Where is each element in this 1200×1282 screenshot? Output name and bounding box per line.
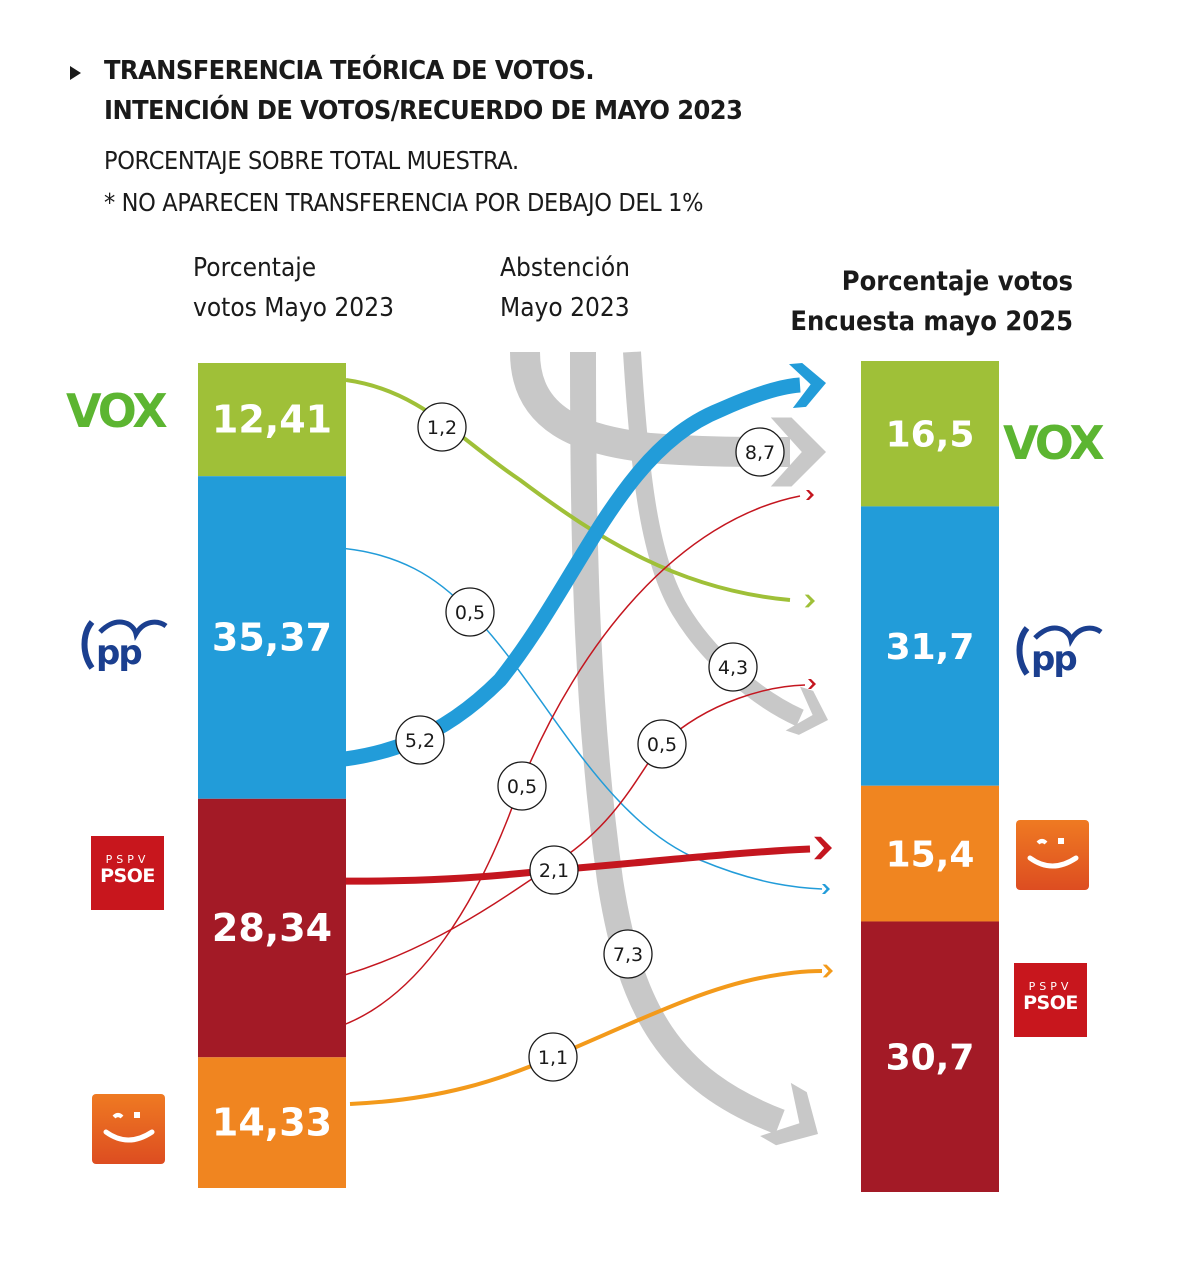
flow-abstencion-to-psoe-badge-label: 7,3 <box>613 944 643 966</box>
flow-abstencion-to-vox-badge-label: 8,7 <box>745 442 775 464</box>
pp-logo-right: pp <box>1013 618 1103 679</box>
flow-vox-to-pp <box>345 378 791 602</box>
abstention-label-line-1: Abstención <box>500 253 630 283</box>
svg-text:pp: pp <box>96 633 141 672</box>
flow-abstencion-to-psoe-badge-circle <box>603 929 653 979</box>
left-bar-compromis <box>198 1057 346 1188</box>
left-bar-vox <box>198 363 346 477</box>
svg-text:pp: pp <box>1031 639 1076 678</box>
vox-logo-left: VOX <box>66 388 168 434</box>
right-column-label-line-1: Porcentaje votos <box>841 266 1073 297</box>
abstention-column-label: Abstención Mayo 2023 <box>500 248 630 328</box>
chart-title-line-1: TRANSFERENCIA TEÓRICA DE VOTOS. <box>104 56 595 86</box>
flow-psoe-to-pp-badge-label: 0,5 <box>647 734 677 756</box>
right-bar-vox <box>861 361 999 507</box>
flow-abstencion-to-psoe-arrowhead <box>760 1082 818 1146</box>
psoe-logo-pspv: PSPV <box>1028 980 1073 993</box>
right-bar-value-compromis: 15,4 <box>886 835 975 876</box>
flow-vox-to-pp-badge-label: 1,2 <box>427 417 457 439</box>
flow-vox-to-pp-badge-circle <box>417 402 467 452</box>
compromis-logo-left <box>92 1094 165 1164</box>
flow-abstencion-to-pp-badge-circle <box>708 642 758 692</box>
flow-psoe-to-compromis-arrowhead <box>814 836 832 860</box>
flow-compromis-to-psoe-badge-circle <box>528 1032 578 1082</box>
flow-compromis-to-psoe <box>349 969 823 1106</box>
abstention-label-line-2: Mayo 2023 <box>500 293 630 323</box>
left-column-label: Porcentaje votos Mayo 2023 <box>193 248 394 328</box>
psoe-logo-psoe: PSOE <box>100 865 155 887</box>
flow-pp-to-vox-badge-label: 5,2 <box>405 730 435 752</box>
right-bar-value-pp: 31,7 <box>886 627 975 668</box>
flow-pp-to-compromis <box>324 546 823 890</box>
flow-abstencion-to-psoe <box>570 351 785 1135</box>
right-column-label-line-2: Encuesta mayo 2025 <box>790 306 1073 337</box>
flow-vox-to-pp-arrowhead <box>804 594 815 608</box>
title-bullet-icon <box>70 66 81 80</box>
chart-subtitle-line-2: * NO APARECEN TRANSFERENCIA POR DEBAJO D… <box>104 188 704 217</box>
vox-logo-right: VOX <box>1003 420 1105 466</box>
psoe-logo-left: PSPV PSOE <box>91 836 164 910</box>
flow-value-badges: 1,2 5,2 0,5 0,5 0,5 2,1 1,1 8,7 4,3 7,3 <box>395 402 785 1082</box>
flow-psoe-to-vox-badge-circle <box>497 761 547 811</box>
psoe-logo-pspv: PSPV <box>105 853 150 866</box>
flow-pp-to-compromis-badge-circle <box>445 587 495 637</box>
flow-pp-to-vox-arrowhead <box>789 363 826 408</box>
left-column-label-line-2: votos Mayo 2023 <box>193 293 394 323</box>
chart-title-line-2: INTENCIÓN DE VOTOS/RECUERDO DE MAYO 2023 <box>104 96 743 126</box>
left-bar-value-compromis: 14,33 <box>212 1101 332 1145</box>
flow-psoe-to-vox-arrowhead <box>806 490 814 500</box>
right-column-label: Porcentaje votos Encuesta mayo 2025 <box>790 262 1073 342</box>
left-bar-pp <box>198 476 346 799</box>
left-bar-value-pp: 35,37 <box>212 615 332 659</box>
flow-abstencion-to-pp <box>623 351 804 727</box>
bars: 12,41 35,37 28,34 14,33 16,5 31,7 15,4 30,7 <box>198 361 999 1192</box>
flow-compromis-to-psoe-badge-label: 1,1 <box>538 1047 568 1069</box>
flow-abstencion-to-vox-badge-circle <box>735 427 785 477</box>
chart-subtitle-line-1: PORCENTAJE SOBRE TOTAL MUESTRA. <box>104 146 519 175</box>
flow-psoe-to-vox-badge-label: 0,5 <box>507 776 537 798</box>
right-bar-pp <box>861 506 999 786</box>
compromis-smiley-icon <box>1027 838 1079 869</box>
compromis-smiley-icon <box>103 1112 155 1143</box>
flow-psoe-to-compromis-badge-circle <box>529 845 579 895</box>
flow-pp-to-compromis-arrowhead <box>822 884 830 894</box>
flow-compromis-to-psoe-arrowhead <box>822 964 833 978</box>
left-bar-value-psoe: 28,34 <box>212 906 332 950</box>
right-bar-compromis <box>861 785 999 922</box>
flow-pp-to-vox-badge-circle <box>395 715 445 765</box>
pp-logo-left: pp <box>78 612 168 673</box>
left-column-label-line-1: Porcentaje <box>193 253 317 283</box>
flow-abstencion-to-vox-arrowhead <box>770 417 826 487</box>
pp-logo-icon: pp <box>81 619 168 673</box>
left-bar-psoe <box>198 798 346 1058</box>
right-bar-psoe <box>861 921 999 1192</box>
vox-logo-text: VOX <box>66 384 168 438</box>
flow-psoe-to-compromis-badge-label: 2,1 <box>539 860 569 882</box>
left-bar-value-vox: 12,41 <box>212 398 332 442</box>
flow-psoe-to-pp-arrowhead <box>808 679 816 689</box>
flow-abstencion-to-pp-badge-label: 4,3 <box>718 657 748 679</box>
psoe-logo-psoe: PSOE <box>1023 992 1078 1014</box>
compromis-logo-right <box>1016 820 1089 890</box>
flow-psoe-to-pp-badge-circle <box>637 719 687 769</box>
flow-abstencion-to-pp-arrowhead <box>785 686 828 735</box>
psoe-logo-right: PSPV PSOE <box>1014 963 1087 1037</box>
pp-logo-icon: pp <box>1016 625 1103 679</box>
vox-logo-text: VOX <box>1003 416 1105 470</box>
right-bar-value-psoe: 30,7 <box>886 1038 975 1079</box>
right-bar-value-vox: 16,5 <box>886 415 975 456</box>
flow-pp-to-compromis-badge-label: 0,5 <box>455 602 485 624</box>
flow-psoe-to-pp <box>309 684 806 985</box>
